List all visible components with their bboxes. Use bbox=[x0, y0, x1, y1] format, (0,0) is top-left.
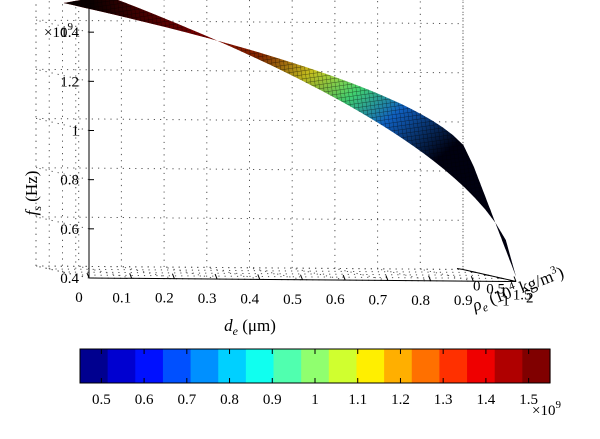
y-tick-mark bbox=[456, 268, 464, 270]
colorbar-segment bbox=[384, 349, 413, 383]
y-tick-mark bbox=[483, 274, 490, 276]
z-tick-label: 0.8 bbox=[60, 173, 79, 189]
colorbar-segment bbox=[107, 349, 136, 383]
y-tick-mark bbox=[470, 271, 477, 273]
x-tick-mark bbox=[171, 273, 175, 279]
z-exponent: ×109 bbox=[44, 21, 73, 41]
x-tick-mark bbox=[385, 275, 389, 281]
surface bbox=[63, 0, 516, 277]
y-tick-label: 2 bbox=[526, 291, 534, 307]
x-tick-label: 0.8 bbox=[411, 293, 430, 309]
y-tick-mark bbox=[509, 280, 517, 282]
colorbar-tick-label: 0.7 bbox=[177, 392, 196, 408]
x-tick-label: 0.7 bbox=[369, 292, 388, 308]
z-axis-label: fs (Hz) bbox=[22, 171, 44, 216]
x-tick-mark bbox=[470, 275, 474, 282]
colorbar-tick-label: 1.4 bbox=[477, 392, 496, 408]
z-tick-label: 1.4 bbox=[60, 25, 79, 41]
x-tick-label: 0.5 bbox=[283, 292, 302, 308]
colorbar-segment bbox=[356, 349, 385, 383]
colorbar-segment bbox=[467, 349, 496, 383]
y-tick-labels: 0 0.51 1.52 bbox=[456, 268, 534, 307]
colorbar-segment bbox=[190, 349, 219, 383]
colorbar-segment bbox=[522, 349, 551, 383]
x-tick-mark bbox=[342, 274, 346, 281]
colorbar-tick-label: 0.9 bbox=[263, 392, 282, 408]
x-tick-mark bbox=[257, 274, 261, 280]
z-tick-label: 0.6 bbox=[60, 222, 79, 238]
colorbar-segment bbox=[218, 349, 247, 383]
x-tick-mark bbox=[129, 273, 133, 279]
x-tick-labels: 0 0.1 0.2 0.3 0.4 0.5 0.6 0.7 0.8 0.9 1 bbox=[75, 272, 517, 310]
colorbar-segment bbox=[245, 349, 275, 383]
y-tick-label: 0 bbox=[473, 279, 481, 295]
colorbar bbox=[79, 348, 551, 384]
x-tick-mark bbox=[513, 276, 517, 282]
colorbar-tick-label: 1.5 bbox=[519, 392, 538, 408]
y-tick-label: 1 bbox=[500, 285, 508, 301]
colorbar-segment bbox=[162, 349, 192, 383]
colorbar-segment bbox=[328, 349, 358, 383]
colorbar-segment bbox=[439, 349, 468, 383]
x-tick-mark bbox=[214, 273, 218, 280]
x-tick-label: 0.3 bbox=[198, 291, 217, 307]
x-tick-mark bbox=[86, 272, 90, 279]
colorbar-tick-label: 1.2 bbox=[391, 392, 410, 408]
colorbar-segment bbox=[135, 349, 164, 383]
x-tick-label: 0.2 bbox=[155, 291, 174, 307]
x-tick-mark bbox=[300, 274, 303, 280]
colorbar-tick-label: 0.8 bbox=[220, 392, 239, 408]
colorbar-exponent: ×109 bbox=[532, 399, 561, 419]
y-axis-label: ρe (104 kg/m3) bbox=[468, 262, 567, 318]
x-tick-label: 0.9 bbox=[454, 293, 473, 309]
x-axis-label: de (μm) bbox=[224, 316, 276, 338]
colorbar-segment bbox=[411, 349, 441, 383]
x-tick-mark bbox=[428, 275, 432, 281]
colorbar-tick-label: 1.3 bbox=[434, 392, 453, 408]
y-tick-label: 0.5 bbox=[486, 282, 505, 298]
x-tick-label: 1 bbox=[502, 294, 510, 310]
colorbar-tick-label: 0.6 bbox=[135, 392, 154, 408]
z-tick-label: 1.2 bbox=[60, 74, 79, 90]
colorbar-segment bbox=[80, 349, 109, 383]
colorbar-tick-label: 0.5 bbox=[92, 392, 111, 408]
x-tick-label: 0.6 bbox=[326, 292, 345, 308]
colorbar-tick-label: 1.1 bbox=[348, 392, 367, 408]
z-tick-label: 0.4 bbox=[60, 271, 79, 287]
y-tick-mark bbox=[496, 277, 503, 279]
z-tick-label: 1 bbox=[72, 124, 80, 140]
x-tick-label: 0.4 bbox=[240, 291, 259, 307]
x-tick-label: 0.1 bbox=[112, 290, 131, 306]
colorbar-tick-label: 1 bbox=[311, 392, 319, 408]
colorbar-segment bbox=[273, 349, 302, 383]
z-tick-labels: 0.40.60.811.21.41.6 bbox=[60, 25, 94, 287]
colorbar-segment bbox=[301, 349, 330, 383]
colorbar-tick-labels: 0.5 0.6 0.7 0.8 0.9 1 1.1 1.2 1.3 1.4 1.5 bbox=[92, 349, 538, 408]
x-tick-label: 0 bbox=[75, 290, 83, 306]
y-tick-label: 1.5 bbox=[513, 288, 532, 304]
colorbar-segment bbox=[494, 349, 523, 383]
